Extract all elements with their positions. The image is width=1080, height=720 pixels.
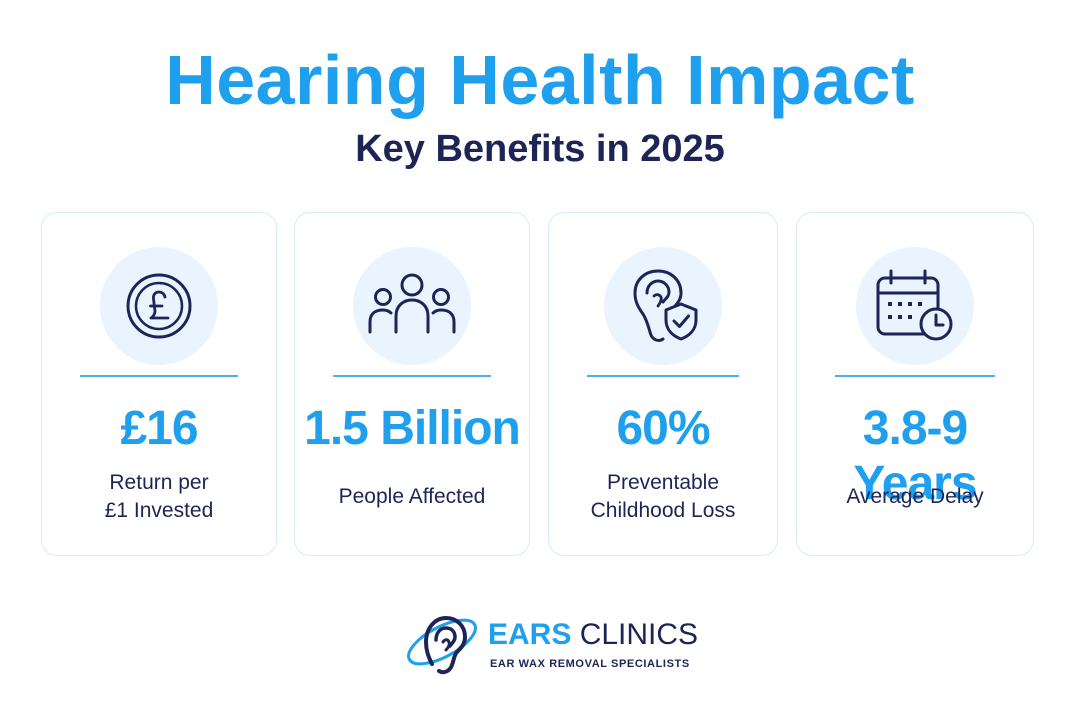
stat-label-line: Average Delay — [846, 485, 984, 508]
stat-label-line: Preventable — [606, 471, 720, 494]
card-divider — [587, 375, 739, 377]
stat-label: Preventable Childhood Loss — [559, 469, 767, 525]
people-group-icon — [368, 273, 456, 334]
stat-card-preventable: 60% Preventable Childhood Loss — [548, 212, 778, 556]
stat-card-delay: 3.8-9 Years Average Delay — [796, 212, 1034, 556]
people-group-icon-badge — [353, 247, 471, 365]
page-subtitle: Key Benefits in 2025 — [355, 128, 725, 170]
brand-name-secondary: CLINICS — [579, 618, 699, 651]
ear-shield-icon — [633, 269, 698, 342]
stat-label: Return per £1 Invested — [52, 469, 266, 525]
stat-value: £16 — [120, 402, 198, 455]
stat-label-line: £1 Invested — [104, 499, 214, 522]
stat-label-line: People Affected — [338, 485, 486, 508]
ear-shield-icon-badge — [604, 247, 722, 365]
pound-coin-icon — [126, 273, 192, 339]
calendar-clock-icon-badge — [856, 247, 974, 365]
card-divider — [333, 375, 491, 377]
calendar-clock-icon — [876, 269, 953, 341]
page-title: Hearing Health Impact — [165, 41, 915, 119]
card-divider — [80, 375, 238, 377]
brand-name: EARS CLINICS — [488, 618, 698, 652]
stat-label: Average Delay — [807, 469, 1023, 525]
ear-logo-icon — [407, 615, 477, 675]
brand-name-primary: EARS — [488, 618, 572, 651]
stat-label-line: Return per — [109, 471, 209, 494]
brand-tagline: EAR WAX REMOVAL SPECIALISTS — [490, 658, 690, 670]
stat-card-people: 1.5 Billion People Affected — [294, 212, 530, 556]
stat-value: 1.5 Billion — [304, 402, 521, 455]
pound-coin-icon-badge — [100, 247, 218, 365]
stat-card-return: £16 Return per £1 Invested — [41, 212, 277, 556]
stat-value: 3.8-9 Years — [853, 402, 977, 510]
stat-label-line: Childhood Loss — [590, 499, 736, 522]
stat-value: 60% — [616, 402, 710, 455]
brand-logo: EARS CLINICS EAR WAX REMOVAL SPECIALISTS — [402, 604, 702, 680]
card-divider — [835, 375, 995, 377]
stat-label: People Affected — [305, 469, 519, 525]
